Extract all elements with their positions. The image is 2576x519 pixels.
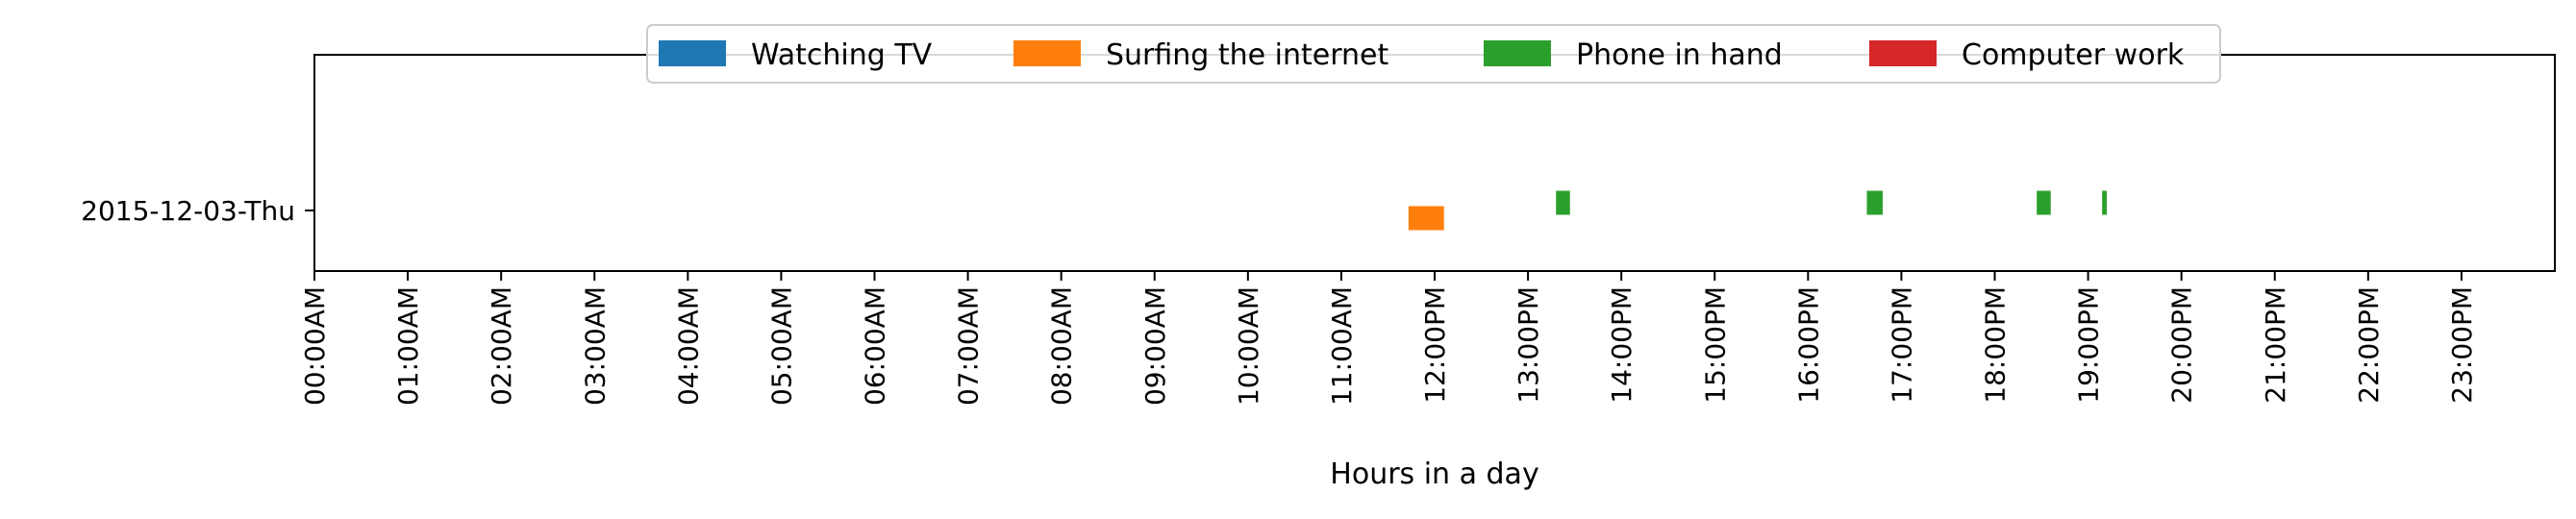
legend: Watching TV Surfing the internet Phone in … xyxy=(646,24,2221,84)
legend-box xyxy=(646,24,2221,84)
x-tick-label: 19:00PM xyxy=(2073,286,2105,404)
x-tick-label: 00:00AM xyxy=(299,286,331,406)
event-bar xyxy=(2037,190,2051,215)
x-tick-label: 01:00AM xyxy=(392,286,424,406)
x-tick-label: 15:00PM xyxy=(1699,286,1731,404)
x-tick-label: 18:00PM xyxy=(1980,286,2012,404)
x-tick-label: 03:00AM xyxy=(579,286,611,406)
event-bars xyxy=(1408,190,2107,231)
x-tick-label: 04:00AM xyxy=(672,286,704,406)
event-bar xyxy=(1556,190,1570,215)
x-tick-label: 09:00AM xyxy=(1139,286,1171,406)
legend-swatch xyxy=(1869,40,1937,66)
event-bar xyxy=(1408,206,1444,231)
x-tick-label: 13:00PM xyxy=(1513,286,1544,404)
y-tick-label: 2015-12-03-Thu xyxy=(81,195,295,227)
y-axis: 2015-12-03-Thu xyxy=(81,195,314,227)
x-tick-label: 22:00PM xyxy=(2353,286,2385,404)
x-tick-label: 11:00AM xyxy=(1326,286,1358,406)
event-bar xyxy=(2102,190,2107,215)
x-tick-label: 23:00PM xyxy=(2446,286,2478,404)
legend-label: Computer work xyxy=(1962,38,2185,72)
x-tick-label: 05:00AM xyxy=(765,286,797,406)
x-tick-label: 06:00AM xyxy=(860,286,891,406)
legend-swatch xyxy=(1484,40,1551,66)
x-tick-label: 07:00AM xyxy=(953,286,985,406)
legend-label: Watching TV xyxy=(751,38,933,72)
x-tick-label: 14:00PM xyxy=(1606,286,1638,404)
x-tick-label: 17:00PM xyxy=(1886,286,1917,404)
event-bar xyxy=(1866,190,1883,215)
x-tick-label: 16:00PM xyxy=(1792,286,1824,404)
legend-label: Surfing the internet xyxy=(1106,38,1388,72)
x-tick-label: 08:00AM xyxy=(1046,286,1078,406)
x-tick-label: 12:00PM xyxy=(1419,286,1451,404)
legend-swatch xyxy=(1013,40,1081,66)
x-tick-label: 10:00AM xyxy=(1233,286,1264,406)
legend-swatch xyxy=(659,40,726,66)
x-axis: 00:00AM 01:00AM 02:00AM 03:00AM 04:00AM 05:00… xyxy=(299,271,2478,406)
x-axis-label: Hours in a day xyxy=(1330,457,1538,491)
plot-frame xyxy=(313,54,2556,272)
x-tick-label: 20:00PM xyxy=(2166,286,2198,404)
x-tick-label: 02:00AM xyxy=(486,286,517,406)
x-tick-label: 21:00PM xyxy=(2260,286,2291,404)
legend-label: Phone in hand xyxy=(1576,38,1783,72)
